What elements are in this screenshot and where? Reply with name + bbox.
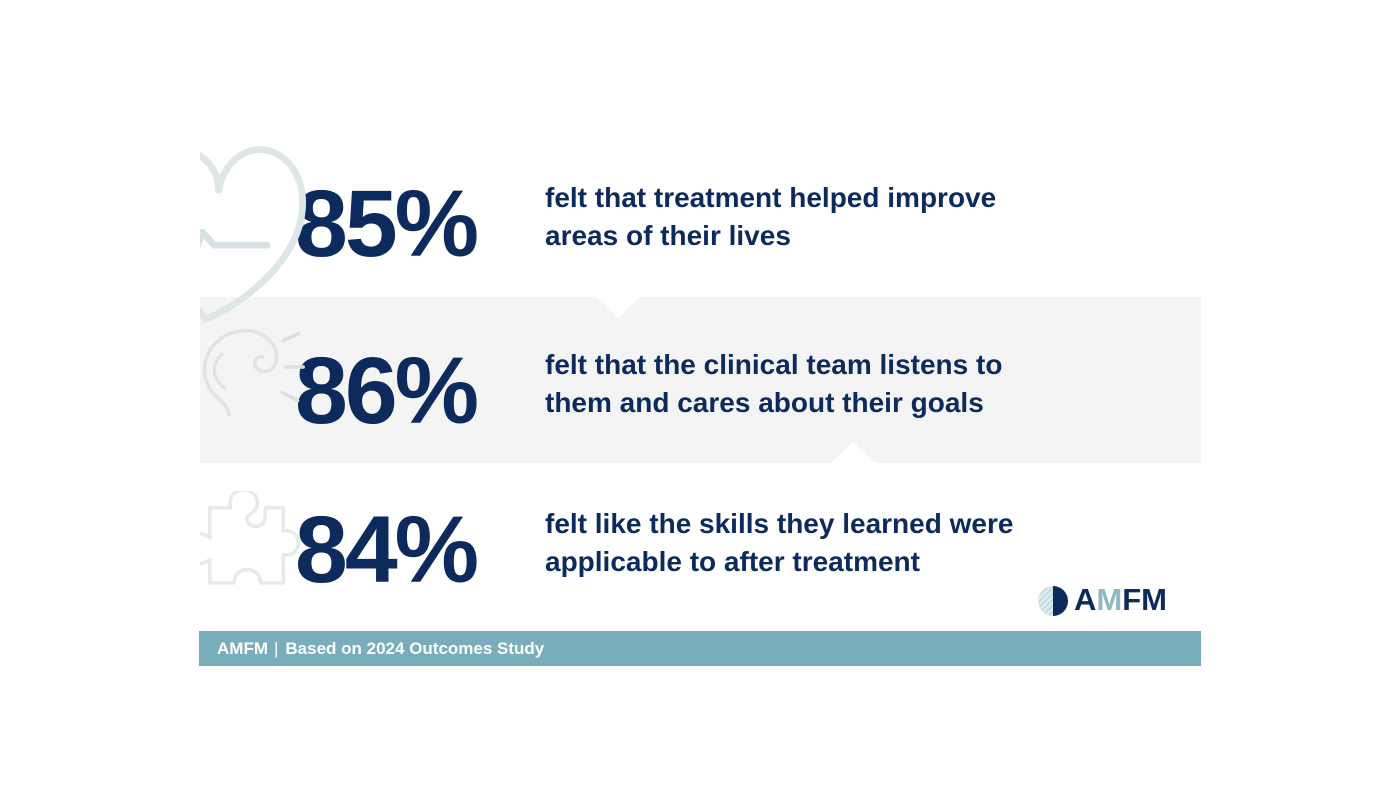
svg-text:AMFM: AMFM — [1074, 585, 1167, 617]
